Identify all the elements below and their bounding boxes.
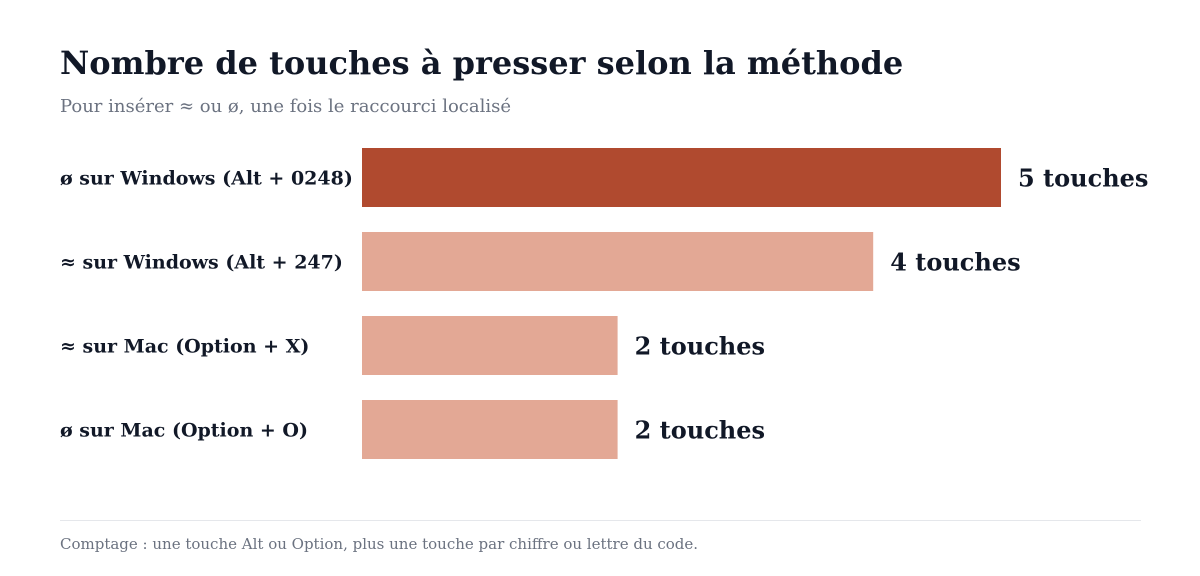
category-label: ø sur Windows (Alt + 0248) xyxy=(60,168,353,190)
chart-subtitle: Pour insérer ≈ ou ø, une fois le raccour… xyxy=(60,96,512,117)
data-label: 2 touches xyxy=(635,416,765,445)
category-label: ø sur Mac (Option + O) xyxy=(60,420,308,442)
bar xyxy=(362,148,1001,207)
chart-footnote: Comptage : une touche Alt ou Option, plu… xyxy=(60,535,699,553)
bar xyxy=(362,400,618,459)
category-label: ≈ sur Windows (Alt + 247) xyxy=(60,252,343,274)
category-label: ≈ sur Mac (Option + X) xyxy=(60,336,309,358)
data-label: 5 touches xyxy=(1018,164,1148,193)
bar xyxy=(362,316,618,375)
data-label: 4 touches xyxy=(890,248,1020,277)
footer-divider xyxy=(60,520,1141,521)
chart-title: Nombre de touches à presser selon la mét… xyxy=(60,44,904,82)
bar xyxy=(362,232,874,291)
data-label: 2 touches xyxy=(635,332,765,361)
